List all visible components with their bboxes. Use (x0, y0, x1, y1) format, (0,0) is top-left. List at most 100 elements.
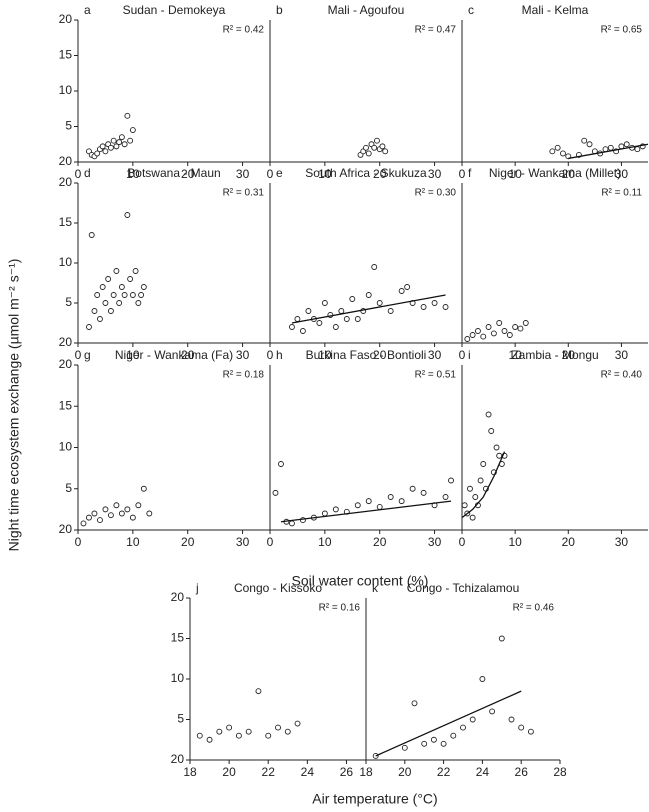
point (420, 304, 427, 310)
x-tick-label: 20 (562, 535, 576, 549)
y-tick-label: 5 (65, 295, 72, 309)
x-tick-label: 0 (267, 167, 274, 181)
point (255, 688, 262, 695)
point (442, 494, 449, 500)
point (294, 316, 301, 322)
point (477, 477, 484, 484)
x-tick-label: 30 (615, 535, 629, 549)
point (398, 498, 405, 505)
point (460, 724, 466, 731)
point (469, 716, 476, 723)
point (110, 292, 117, 298)
panel-letter: a (84, 3, 91, 17)
x-tick-label: 10 (508, 535, 522, 549)
point (464, 336, 471, 342)
x-tick-label: 10 (126, 535, 140, 549)
y-tick-label: 20 (59, 522, 73, 536)
point (88, 232, 95, 238)
x-tick-label: 10 (508, 167, 522, 181)
panel-letter: h (276, 348, 283, 362)
point (586, 141, 593, 148)
point (316, 320, 323, 326)
point (382, 148, 389, 155)
point (94, 292, 101, 298)
x-tick-label: 0 (267, 348, 274, 362)
point (305, 308, 312, 314)
panel-letter: g (84, 348, 91, 362)
point (485, 324, 492, 330)
point (498, 635, 505, 642)
point (127, 137, 134, 144)
point (501, 328, 508, 334)
r-squared: R² = 0.40 (601, 370, 643, 381)
point (127, 276, 134, 282)
r-squared: R² = 0.16 (319, 603, 361, 614)
point (354, 502, 361, 509)
point (113, 143, 120, 150)
point (480, 333, 487, 340)
panel-letter: i (468, 348, 471, 362)
point (91, 510, 98, 517)
r-squared: R² = 0.30 (415, 188, 457, 199)
x-tick-label: 10 (318, 167, 332, 181)
point (338, 308, 345, 314)
y-tick-label: 20 (59, 12, 73, 26)
r-squared: R² = 0.11 (601, 188, 642, 199)
panel-title: Burkina Faso - Bontioli (306, 348, 427, 362)
point (129, 514, 136, 521)
point (354, 316, 361, 322)
fit-line (291, 294, 446, 324)
point (376, 300, 383, 306)
point (86, 514, 92, 521)
point (135, 300, 142, 306)
r-squared: R² = 0.31 (223, 188, 265, 199)
x-tick-label: 10 (318, 535, 332, 549)
point (469, 514, 476, 521)
x-tick-label: 0 (75, 348, 82, 362)
point (420, 489, 427, 496)
point (116, 300, 123, 306)
point (430, 736, 437, 743)
point (554, 144, 561, 151)
point (365, 292, 372, 298)
fit-line (568, 143, 649, 160)
x-tick-label: 28 (553, 765, 567, 779)
point (121, 141, 128, 148)
point (94, 150, 101, 157)
point (496, 452, 503, 459)
point (490, 330, 497, 337)
panel-letter: c (468, 3, 474, 17)
fit-line (280, 500, 452, 523)
x-tick-label: 30 (236, 348, 250, 362)
y-tick-label: 20 (59, 175, 73, 189)
point (527, 728, 534, 735)
x-tick-label: 30 (236, 167, 250, 181)
point (496, 320, 503, 326)
point (140, 485, 147, 492)
x-tick-label: 18 (183, 765, 197, 779)
point (450, 732, 457, 739)
y-tick-label: 20 (59, 335, 73, 349)
point (91, 308, 98, 314)
panel-title: Mali - Agoufou (328, 3, 405, 17)
x-tick-label: 0 (459, 535, 466, 549)
point (493, 444, 500, 451)
x-tick-label: 20 (373, 535, 387, 549)
point (387, 308, 394, 314)
point (349, 296, 356, 302)
point (440, 740, 447, 747)
panel-letter: f (468, 166, 472, 180)
point (121, 292, 128, 298)
fit-line (375, 690, 522, 757)
point (607, 144, 614, 151)
point (138, 292, 145, 298)
point (379, 143, 386, 150)
point (235, 732, 242, 739)
point (226, 724, 233, 731)
x-axis-label: Soil water content (%) (292, 573, 429, 589)
panel-title: Congo - Tchizalamou (407, 581, 520, 595)
y-tick-label: 20 (171, 590, 185, 604)
point (365, 150, 372, 157)
point (517, 325, 524, 332)
x-tick-label: 20 (181, 167, 195, 181)
